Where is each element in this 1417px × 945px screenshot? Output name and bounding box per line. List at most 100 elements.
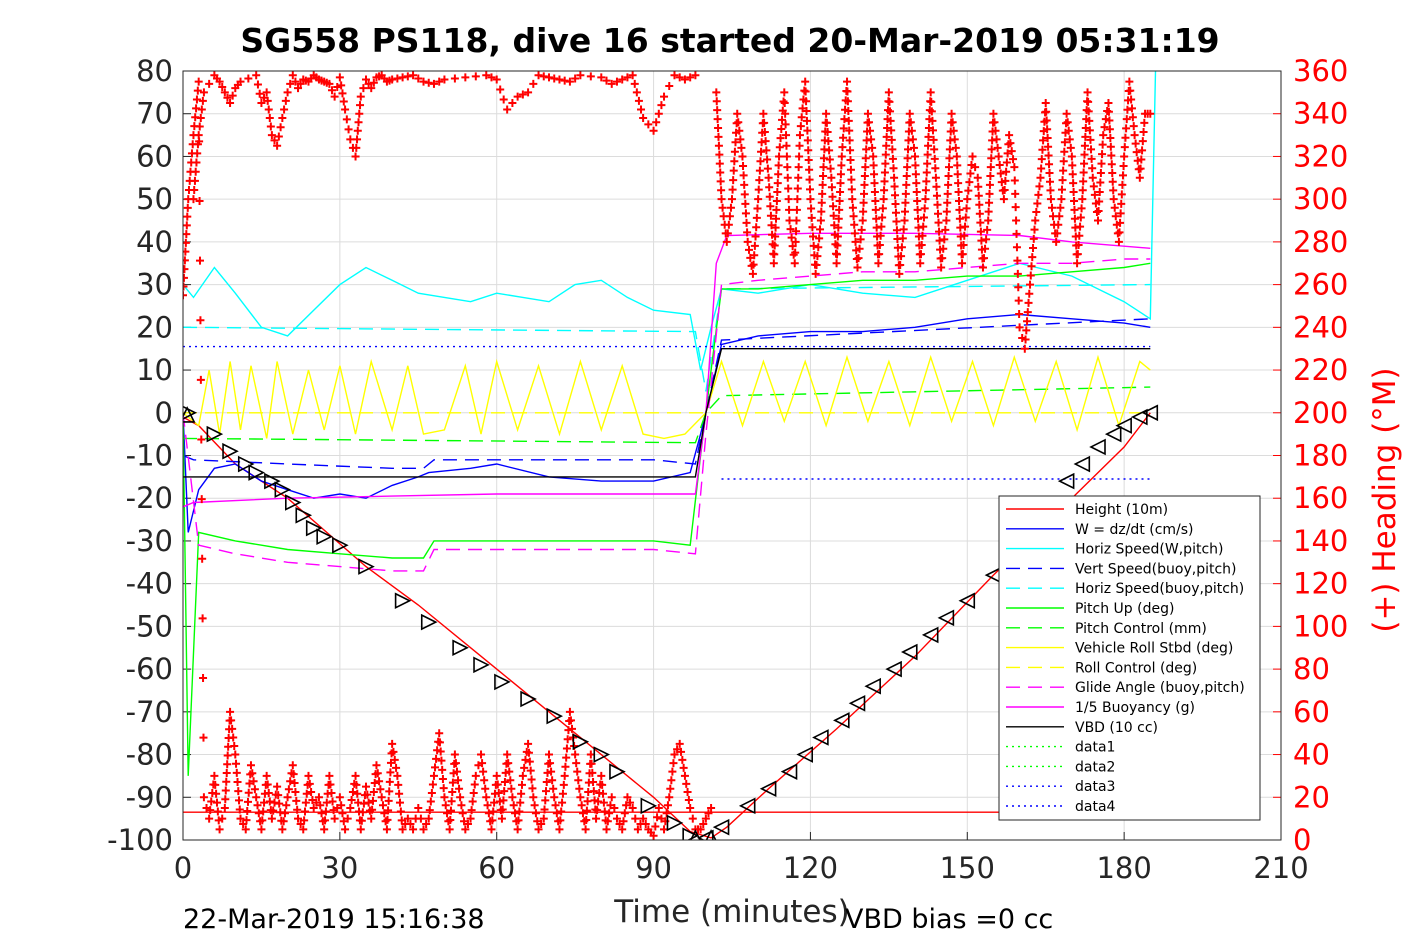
heading-low-99-1 [699,819,708,828]
heading-high-31-3 [876,231,885,240]
heading-high-34-2 [891,191,900,200]
heading-high-73 [1094,216,1102,225]
heading-early-12 [267,131,276,140]
heading-low-62 [503,750,512,759]
heading-high-48 [963,195,972,204]
heading-low-62-2 [505,767,514,776]
heading-low-54-1 [463,819,472,828]
y-left-tick-label-13: -50 [126,609,173,643]
heading-high-3 [728,195,736,204]
heading-low-13-1 [248,769,257,778]
heading-low-62-4 [507,784,516,793]
heading-high-13-3 [781,120,790,129]
heading-high-13 [780,88,789,97]
heading-low-20-1 [284,785,293,794]
heading-low-2-4 [192,95,201,104]
x-tick-label-4: 120 [783,851,838,885]
heading-low-60-1 [493,780,502,789]
heading-high-39-1 [916,250,925,259]
heading-high-6-1 [744,245,753,254]
heading-low-61-1 [498,805,507,814]
heading-high-20-2 [817,198,826,207]
heading-early-0-4 [192,158,201,167]
heading-low-64-2 [515,807,524,816]
heading-high-78-3 [1122,124,1131,133]
heading-high-57-3 [1011,203,1020,212]
heading-low-18 [273,782,282,791]
heading-high-60 [1026,280,1035,289]
heading-early-28 [351,152,360,161]
heading-high-5-4 [740,190,749,199]
legend-label-6: Pitch Control (mm) [1075,621,1207,637]
heading-high-2-2 [724,220,733,229]
heading-early-1-2 [196,113,205,122]
heading-high-55-2 [1001,176,1010,185]
heading-high-21-4 [825,146,834,155]
heading-high-27 [853,263,862,272]
heading-high-12-3 [777,124,786,133]
heading-early-23-1 [328,86,337,95]
heading-early-8-1 [244,74,253,83]
heading-high-58 [1015,323,1024,332]
heading-high-31 [874,259,883,268]
heading-low-72-5 [559,780,568,789]
heading-low-78-2 [588,768,597,777]
heading-early-31-1 [369,78,378,87]
heading-high-75 [1104,99,1113,108]
heading-early-28-5 [355,109,364,118]
heading-high-44-9 [946,136,955,145]
heading-low-10-2 [232,768,241,777]
heading-high-60-4 [1029,243,1038,252]
x-tick-label-3: 90 [635,851,672,885]
heading-high-11-1 [770,250,779,259]
heading-low-2-5 [193,86,202,95]
legend-label-14: data3 [1075,779,1115,795]
heading-high-30-6 [871,205,880,214]
heading-high-30-5 [871,196,880,205]
heading-high-46-7 [955,214,964,223]
heading-high-45-1 [948,118,957,127]
heading-high-20-4 [818,180,827,189]
heading-high-8-5 [757,147,766,156]
heading-high-68-2 [1068,170,1077,179]
heading-low-28-1 [326,780,335,789]
heading-low-101 [707,803,716,812]
heading-high-7-4 [751,232,760,241]
heading-low-76-1 [577,801,586,810]
heading-high-25-11 [847,185,856,194]
heading-high-24 [837,152,846,161]
heading-low-5 [205,814,214,823]
heading-early-42 [482,71,491,80]
heading-high-81-3 [1138,146,1147,155]
heading-early-43 [492,75,501,84]
heading-high-57-8 [1013,269,1022,278]
heading-high-20 [816,216,825,225]
heading-high-33-2 [886,107,895,116]
heading-early-50 [565,77,574,86]
heading-high-77-7 [1118,171,1127,180]
heading-high-36-7 [903,154,912,163]
heading-high-0-4 [714,123,723,132]
heading-low-17 [267,814,276,823]
heading-low-21-5 [293,805,302,814]
heading-low-38 [377,793,386,802]
heading-early-50-1 [571,74,580,83]
heading-high-30-4 [870,188,879,197]
heading-early-4 [215,77,224,86]
heading-high-23-7 [835,196,844,205]
heading-low-90 [649,831,658,840]
heading-low-85 [623,793,632,802]
heading-high-40-6 [924,141,933,150]
heading-low-69-2 [541,796,550,805]
descent-marker-15 [452,639,469,657]
heading-early-0-2 [190,176,199,185]
heading-low-17-1 [269,806,278,815]
heading-high-49-1 [971,163,980,172]
heading-high-3-2 [729,176,738,185]
heading-low-79-1 [593,806,602,815]
heading-low-5-2 [207,797,216,806]
heading-high-11-6 [772,205,781,214]
heading-low-81 [602,825,611,834]
heading-high-42-2 [932,191,941,200]
